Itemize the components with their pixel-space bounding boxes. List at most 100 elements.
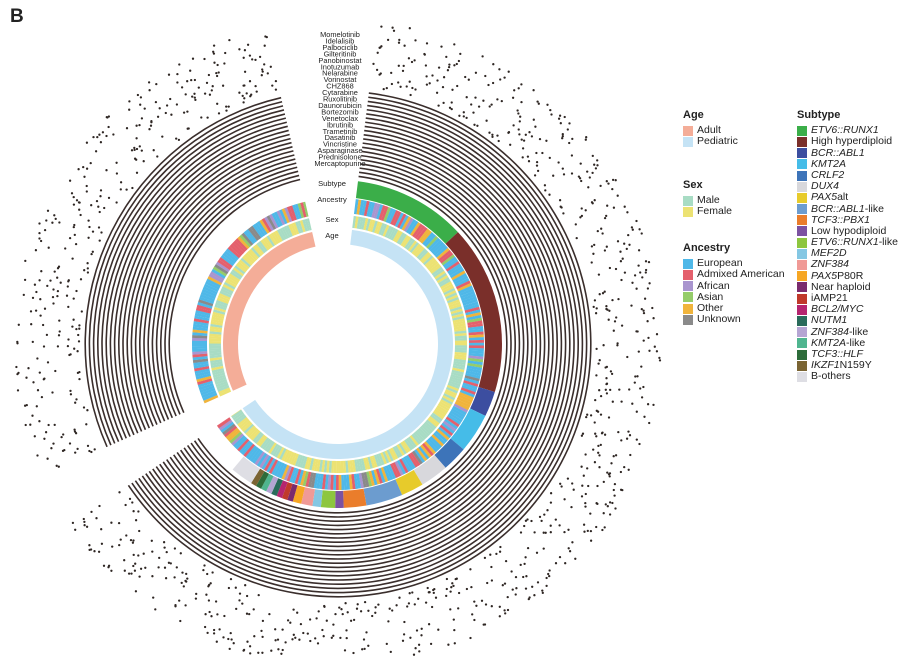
response-dot [596,164,599,167]
sex-stripe [369,456,376,469]
response-dot [38,371,41,374]
kmt2a-like-swatch [797,338,807,349]
response-dot [46,209,50,212]
response-dot [190,78,193,82]
ancestry-stripe [278,463,288,479]
sex-stripe [212,372,226,378]
response-dot [130,572,133,575]
response-dot [420,634,423,637]
response-dot [215,74,219,78]
response-dot [65,294,69,297]
response-dot [184,604,187,607]
ancestry-stripe [201,288,217,297]
response-dot [86,409,89,412]
ancestry-stripe [373,469,381,485]
drug-response-dots [15,25,662,656]
sex-stripe [243,253,255,265]
response-dot [115,161,118,164]
response-dot [345,629,348,632]
sex-stripe [254,243,265,255]
response-dot [58,221,61,224]
response-dot [67,305,70,309]
response-dot [589,512,592,515]
response-dot [177,138,181,142]
response-dot [271,84,274,87]
subtype-legend: Subtype ETV6::RUNX1 High hyperdiploid BCR:… [797,109,898,383]
response-dot [514,575,518,579]
sex-stripe [328,460,332,473]
response-dot [210,89,213,92]
response-dot [363,600,367,604]
response-dot [195,592,198,596]
legend-item-asian: Asian [683,291,785,303]
response-dot [274,639,277,642]
sex-stripe [258,435,268,447]
response-dot [33,283,37,286]
sex-stripe [440,399,452,408]
response-dot [655,350,659,353]
response-dot [640,307,643,311]
response-dot [608,472,612,475]
response-dot [408,80,411,83]
ancestry-stripe [229,431,243,444]
response-dot [642,339,645,342]
response-dot [405,85,408,88]
sex-stripe [252,245,263,257]
response-dot [599,394,603,398]
response-dot [235,607,238,611]
response-dot [522,575,525,579]
legend-item-european: European [683,257,785,269]
response-dot [75,398,78,401]
response-dot [412,653,416,656]
response-dot [119,538,122,541]
response-dot [77,333,80,337]
response-dot [277,648,280,651]
response-dot [142,552,145,555]
sex-stripe [390,228,399,241]
response-dot [626,211,629,214]
ancestry-stripe [266,215,277,230]
response-dot [629,453,632,457]
sex-stripe [249,248,260,260]
response-dot [457,591,461,595]
response-dot [17,323,20,326]
response-dot [542,547,545,550]
response-dot [302,631,305,635]
sex-stripe [453,325,467,330]
response-dot [263,44,266,47]
response-dot [561,137,564,140]
response-dot [134,562,137,565]
legend-label-italic: KMT2A [811,157,847,170]
response-dot [38,420,41,423]
response-dot [53,270,56,273]
ancestry-stripe [463,304,480,311]
sex-stripe [297,454,304,468]
response-dot [74,451,77,454]
response-dot [186,110,189,113]
response-dot [245,92,248,95]
response-dot [525,575,528,578]
response-dot [637,350,640,353]
response-dot [73,430,77,433]
response-dot [541,589,544,592]
response-dot [363,647,366,651]
legend-label-italic: BCR::ABL1 [811,202,865,215]
response-dot [90,204,93,207]
response-dot [208,583,211,587]
response-dot [377,603,380,606]
response-dot [544,531,547,534]
response-dot [595,409,598,412]
response-dot [128,108,131,111]
response-dot [53,214,56,217]
response-dot [77,168,80,171]
ancestry-stripe [229,244,243,257]
response-dot [549,531,552,534]
response-dot [639,387,642,390]
response-dot [382,87,385,91]
sex-stripe [358,458,364,471]
response-dot [581,484,584,487]
sex-stripe [392,229,401,242]
legend-item-near-haploid: Near haploid [797,281,898,293]
drug-label-panobinostat: Panobinostat [318,56,361,65]
response-dot [548,574,551,578]
